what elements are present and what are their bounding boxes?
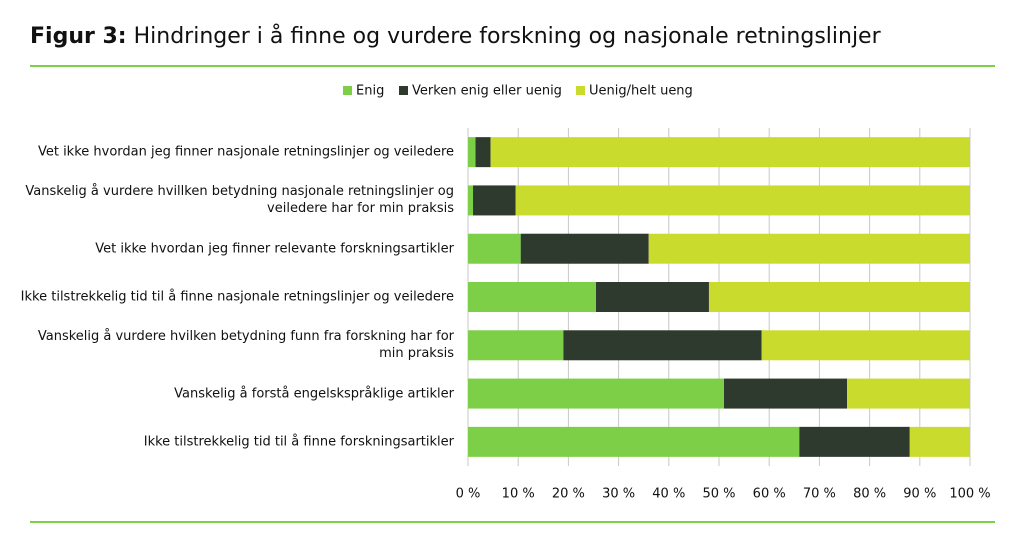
- y-tick-label: Vanskelig å vurdere hvilken betydning fu…: [37, 329, 454, 362]
- bar-segment: [515, 185, 970, 216]
- title-text: Hindringer i å finne og vurdere forsknin…: [133, 24, 881, 49]
- legend-label: Uenig/helt ueng: [589, 84, 693, 99]
- bar-segment: [648, 233, 970, 264]
- legend-swatch: [399, 86, 408, 95]
- x-tick-label: 50 %: [702, 487, 735, 502]
- bar-segment: [468, 426, 800, 457]
- bar-segment: [468, 137, 476, 168]
- x-tick-label: 80 %: [853, 487, 886, 502]
- legend-swatch: [343, 86, 352, 95]
- y-tick-label: Vet ikke hvordan jeg finner nasjonale re…: [37, 144, 454, 160]
- bar-segment: [708, 282, 970, 312]
- bar-segment: [799, 426, 910, 457]
- bar-segment: [468, 330, 564, 361]
- chart-title: Figur 3: Hindringer i å finne og vurdere…: [30, 24, 881, 49]
- bar-segment: [468, 185, 474, 216]
- x-tick-label: 90 %: [903, 487, 936, 502]
- x-tick-label: 40 %: [652, 487, 685, 502]
- bar-segment: [520, 233, 649, 264]
- bar-segment: [468, 378, 725, 409]
- bar-segment: [475, 137, 491, 168]
- title-label: Figur 3:: [30, 24, 127, 49]
- legend-label: Verken enig eller uenig: [412, 84, 562, 99]
- y-tick-label: Vet ikke hvordan jeg finner relevante fo…: [95, 241, 454, 257]
- bar-segment: [596, 282, 709, 312]
- bar-segment: [468, 282, 597, 312]
- x-tick-label: 70 %: [803, 487, 836, 502]
- bar-segment: [761, 330, 970, 361]
- bar-segment: [563, 330, 762, 361]
- y-tick-label: Ikke tilstrekkelig tid til å finne nasjo…: [20, 289, 454, 305]
- legend-swatch: [576, 86, 585, 95]
- bar-segment: [490, 137, 970, 168]
- x-tick-label: 20 %: [552, 487, 585, 502]
- bar-segment: [909, 426, 970, 457]
- bar-segment: [724, 378, 848, 409]
- x-tick-label: 60 %: [753, 487, 786, 502]
- y-tick-label: Vanskelig å forstå engelskspråklige arti…: [174, 386, 454, 402]
- y-tick-label: Vanskelig å vurdere hvillken betydning n…: [25, 184, 454, 217]
- x-tick-label: 100 %: [949, 487, 990, 502]
- x-tick-label: 30 %: [602, 487, 635, 502]
- legend-label: Enig: [356, 84, 384, 99]
- bar-segment: [847, 378, 970, 409]
- x-tick-label: 0 %: [456, 487, 481, 502]
- x-tick-label: 10 %: [502, 487, 535, 502]
- bar-segment: [473, 185, 516, 216]
- y-tick-label: Ikke tilstrekkelig tid til å finne forsk…: [143, 434, 454, 450]
- bar-segment: [468, 233, 521, 264]
